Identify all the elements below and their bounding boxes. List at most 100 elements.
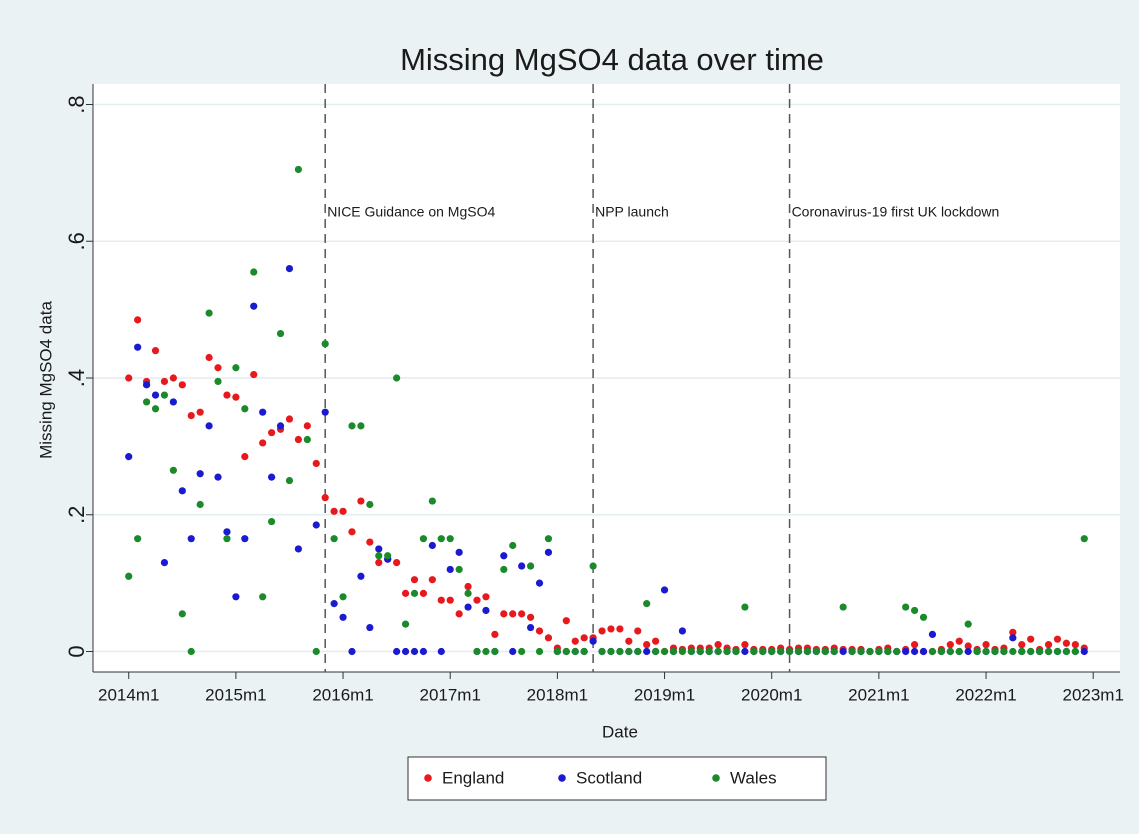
point — [955, 637, 963, 645]
point — [241, 535, 249, 543]
point — [893, 647, 901, 656]
point — [294, 435, 302, 444]
point — [509, 647, 517, 656]
point — [151, 405, 160, 413]
point — [285, 415, 294, 423]
point — [134, 316, 142, 324]
point — [571, 647, 579, 656]
point — [643, 647, 651, 656]
point — [491, 630, 499, 638]
point — [759, 647, 767, 656]
point — [348, 528, 356, 536]
point — [741, 603, 749, 611]
point — [321, 340, 329, 348]
point — [339, 507, 347, 515]
point — [714, 647, 722, 656]
annotation: Coronavirus-19 first UK lockdown — [792, 204, 1000, 220]
point — [598, 627, 606, 635]
point — [518, 647, 526, 656]
point — [544, 548, 553, 556]
point — [410, 589, 419, 597]
point — [160, 559, 169, 567]
point — [160, 377, 169, 386]
point — [580, 647, 588, 656]
x-tick-label: 2022m1 — [955, 685, 1016, 704]
point — [607, 647, 615, 656]
point — [919, 613, 928, 621]
point — [393, 559, 401, 567]
point — [151, 347, 160, 355]
legend-label: Wales — [730, 768, 777, 787]
point — [544, 634, 553, 642]
legend-label: Scotland — [576, 768, 642, 787]
point — [125, 374, 133, 382]
point — [1009, 647, 1017, 656]
point — [928, 630, 937, 638]
point — [482, 593, 490, 601]
point — [544, 535, 553, 543]
point — [964, 642, 972, 650]
point — [1062, 639, 1071, 647]
point — [518, 610, 526, 618]
point — [294, 165, 302, 174]
point — [518, 562, 526, 570]
point — [187, 535, 195, 543]
legend-marker — [424, 774, 432, 782]
point — [946, 647, 954, 656]
point — [625, 647, 633, 656]
point — [446, 596, 454, 604]
point — [1080, 535, 1088, 543]
point — [589, 562, 597, 570]
point — [482, 647, 490, 656]
point — [142, 398, 151, 406]
point — [250, 370, 258, 379]
point — [1036, 647, 1044, 656]
x-tick-label: 2016m1 — [312, 685, 373, 704]
point — [589, 637, 597, 645]
point — [928, 647, 937, 656]
point — [259, 593, 267, 601]
point — [616, 625, 624, 633]
point — [410, 647, 419, 656]
point — [794, 647, 803, 656]
point — [982, 641, 990, 649]
point — [768, 647, 776, 656]
point — [169, 398, 177, 406]
point — [678, 647, 687, 656]
point — [276, 329, 285, 338]
point — [964, 620, 972, 628]
point — [509, 541, 517, 550]
point — [134, 343, 142, 351]
point — [535, 627, 544, 635]
point — [321, 494, 329, 502]
point — [285, 476, 294, 485]
point — [285, 265, 294, 273]
point — [643, 600, 651, 608]
point — [652, 647, 660, 656]
point — [660, 586, 669, 594]
point — [464, 603, 472, 611]
point — [348, 647, 356, 656]
point — [419, 535, 428, 543]
point — [580, 634, 588, 642]
point — [214, 364, 222, 372]
point — [839, 647, 847, 656]
point — [812, 647, 820, 656]
legend-label: England — [442, 768, 504, 787]
point — [714, 641, 722, 649]
point — [232, 593, 240, 601]
point — [134, 535, 142, 543]
point — [446, 535, 454, 543]
y-axis-title: Missing MgSO4 data — [36, 301, 55, 459]
point — [669, 647, 678, 656]
point — [955, 647, 963, 656]
point — [214, 473, 222, 481]
point — [678, 627, 687, 635]
point — [741, 647, 749, 656]
y-tick-label: .2 — [64, 506, 89, 524]
y-tick-label: .6 — [64, 232, 89, 250]
point — [1044, 641, 1053, 649]
point — [357, 572, 365, 580]
point — [723, 647, 731, 656]
